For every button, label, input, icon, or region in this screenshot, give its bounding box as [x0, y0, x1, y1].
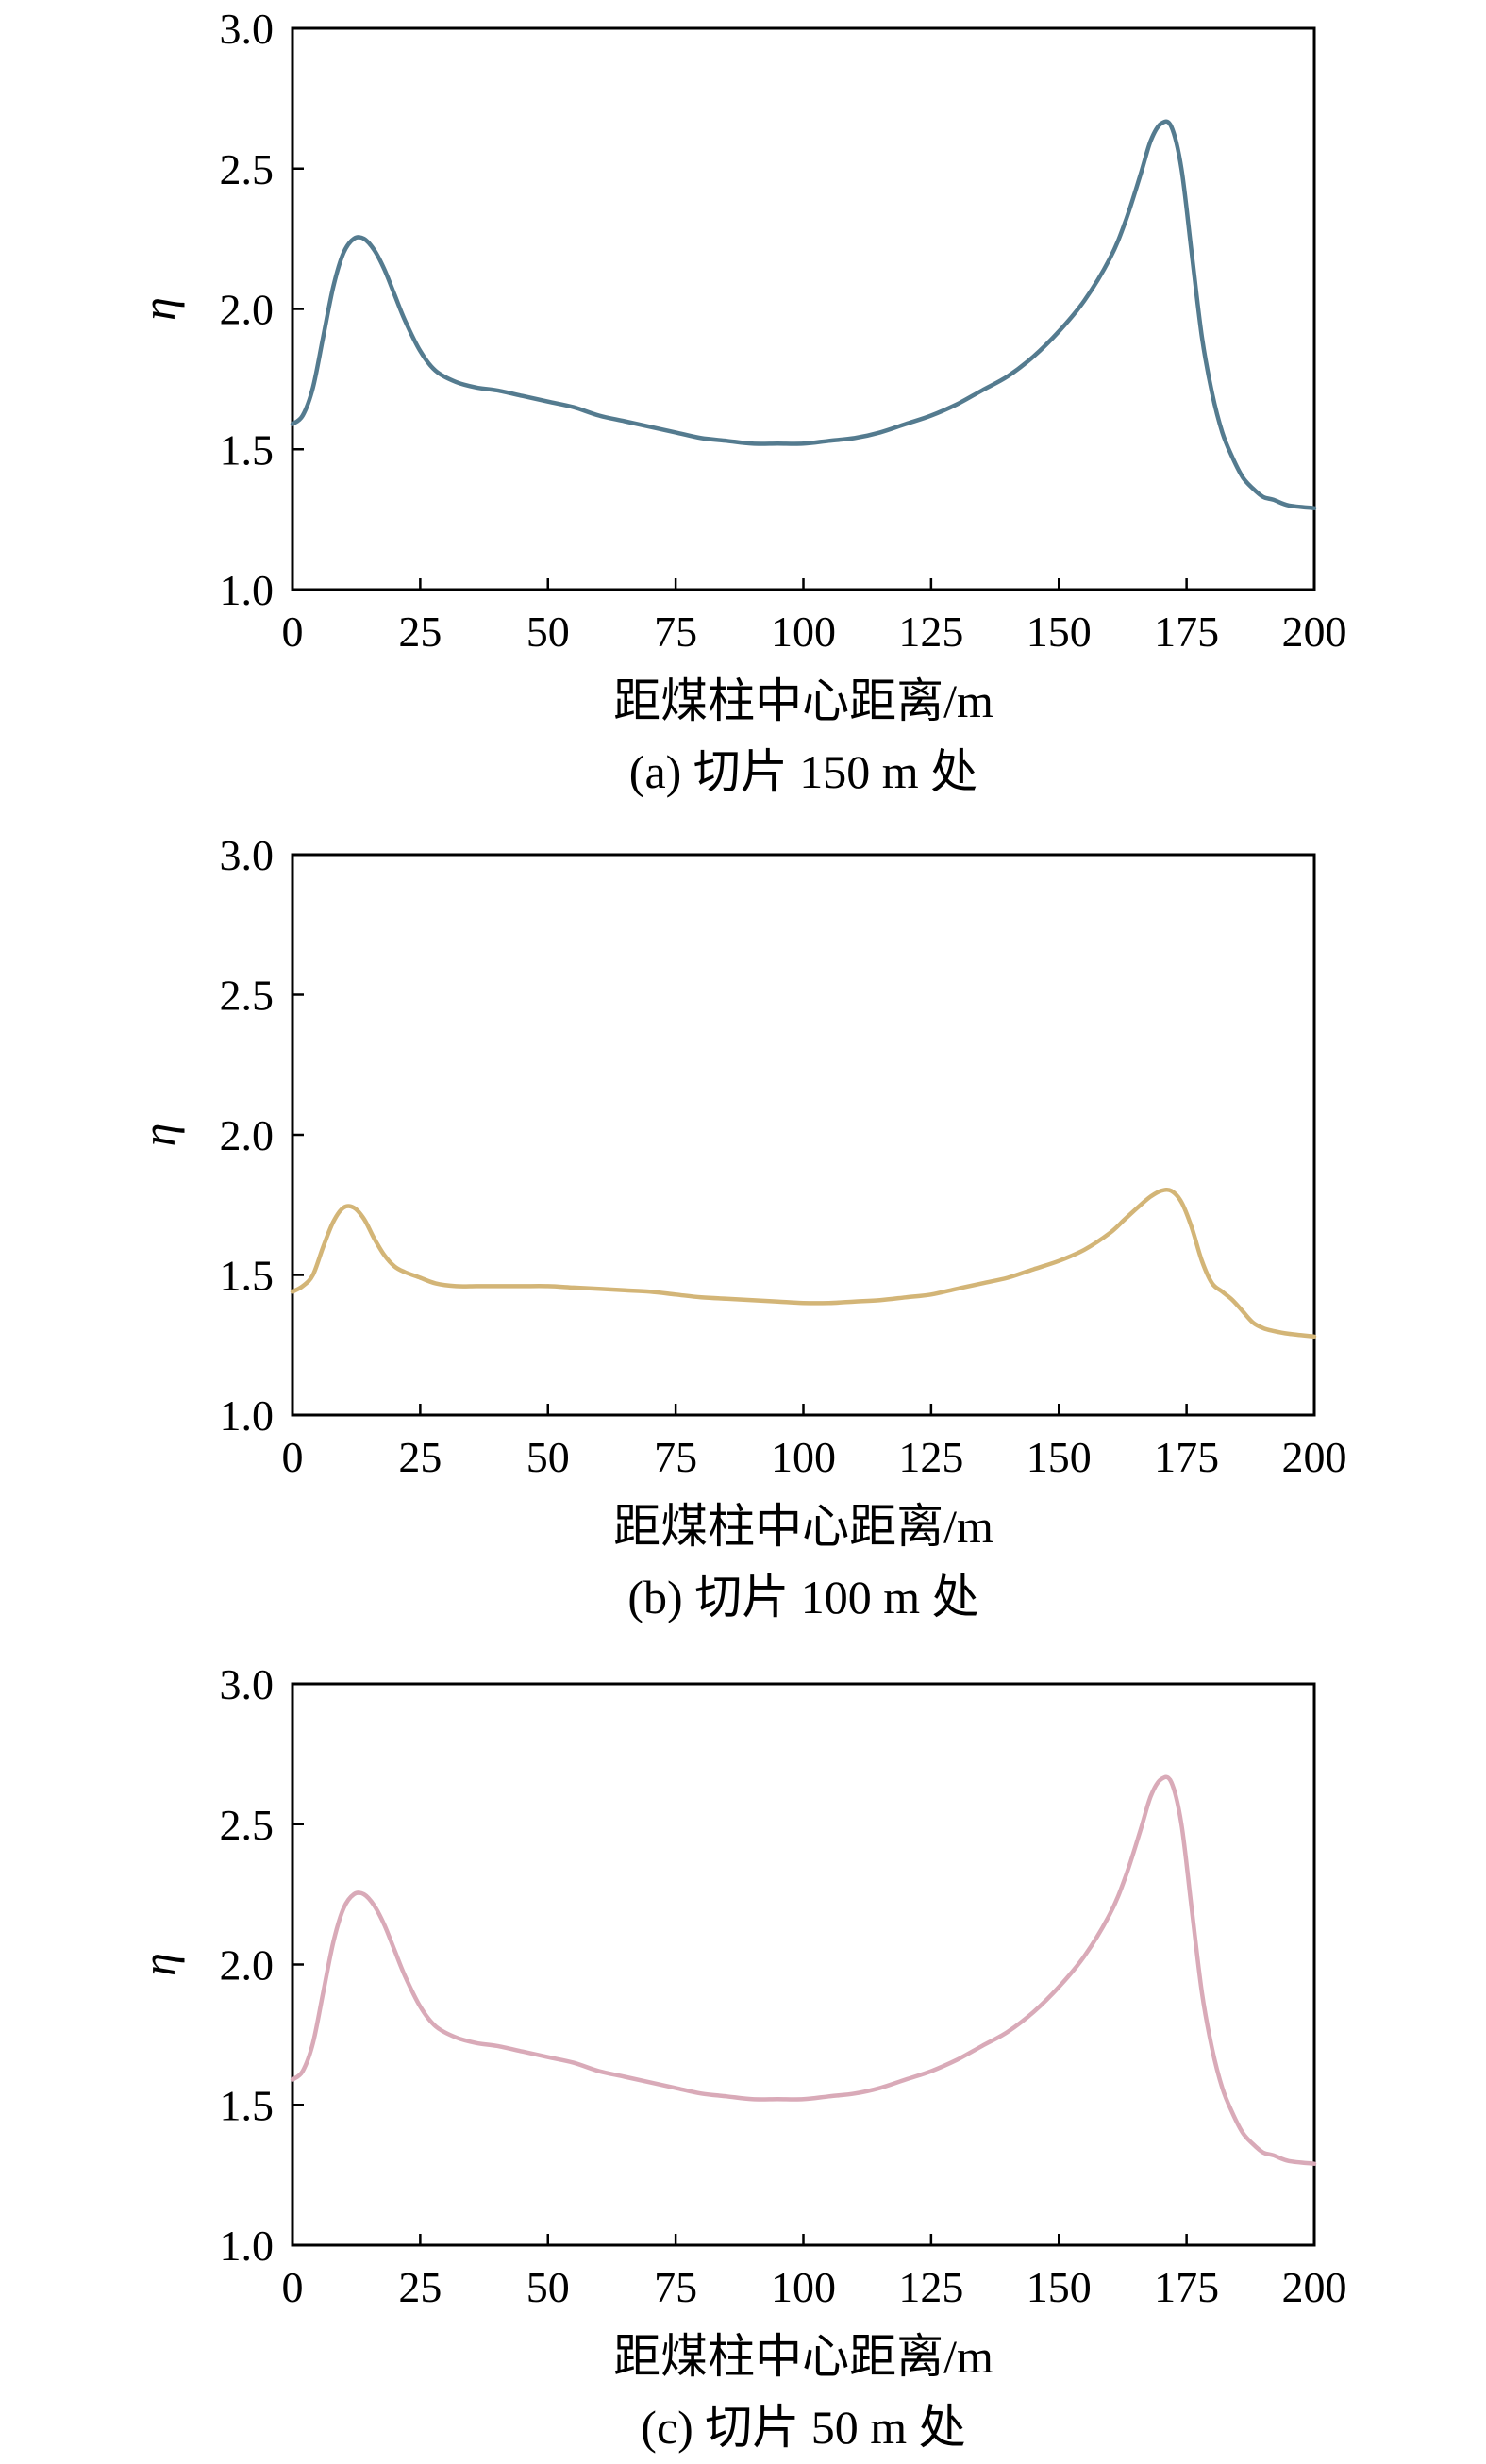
- x-tick-label: 200: [1282, 2263, 1347, 2311]
- x-tick-label: 125: [898, 2263, 963, 2311]
- series-line: [290, 119, 1317, 510]
- y-tick-label: 1.5: [220, 425, 275, 474]
- series-line: [290, 1188, 1317, 1340]
- plot-frame: [291, 26, 1316, 591]
- y-tick-label: 1.0: [220, 1391, 275, 1440]
- panel-caption: (b) 切片 100 m 处: [627, 1571, 978, 1623]
- y-axis-label: η: [132, 1953, 185, 1976]
- x-tick-label: 0: [282, 2263, 304, 2311]
- x-tick-label: 150: [1027, 608, 1092, 656]
- x-tick-label: 175: [1154, 1433, 1219, 1481]
- plot-frame: [291, 1682, 1316, 2247]
- x-tick-label: 0: [282, 1433, 304, 1481]
- x-axis-label: 距煤柱中心距离/m: [613, 1500, 993, 1553]
- y-tick-label: 1.5: [220, 2081, 275, 2129]
- x-tick-label: 100: [771, 2263, 836, 2311]
- y-tick-label: 1.0: [220, 566, 275, 614]
- x-tick-label: 75: [654, 2263, 697, 2311]
- y-tick-label: 2.0: [220, 1941, 275, 1990]
- x-tick-label: 125: [898, 608, 963, 656]
- series-line: [290, 1774, 1317, 2166]
- x-tick-label: 175: [1154, 2263, 1219, 2311]
- y-tick-label: 2.5: [220, 972, 275, 1020]
- x-tick-label: 125: [898, 1433, 963, 1481]
- y-tick-label: 1.0: [220, 2222, 275, 2270]
- x-tick-label: 50: [526, 1433, 570, 1481]
- panel-caption: (c) 切片 50 m 处: [641, 2401, 965, 2454]
- x-axis-label: 距煤柱中心距离/m: [613, 2330, 993, 2383]
- x-tick-label: 150: [1027, 1433, 1092, 1481]
- y-axis-label: η: [132, 297, 185, 321]
- x-tick-label: 200: [1282, 608, 1347, 656]
- x-tick-label: 75: [654, 1433, 697, 1481]
- x-tick-label: 75: [654, 608, 697, 656]
- y-tick-label: 1.5: [220, 1252, 275, 1300]
- chart-panel-0: 0 25 50 75 100 125 150 175 200 1.0 1.5 2.0 2.5 3.0 η 距煤…: [132, 5, 1347, 798]
- x-tick-label: 100: [771, 608, 836, 656]
- x-tick-label: 25: [398, 608, 442, 656]
- panel-caption: (a) 切片 150 m 处: [629, 745, 977, 798]
- x-tick-label: 175: [1154, 608, 1219, 656]
- x-tick-label: 150: [1027, 2263, 1092, 2311]
- x-tick-label: 25: [398, 2263, 442, 2311]
- x-tick-label: 50: [526, 608, 570, 656]
- x-axis-label: 距煤柱中心距离/m: [613, 674, 993, 727]
- y-tick-label: 2.5: [220, 1801, 275, 1849]
- x-tick-label: 0: [282, 608, 304, 656]
- y-tick-label: 2.0: [220, 286, 275, 334]
- x-tick-label: 25: [398, 1433, 442, 1481]
- x-tick-label: 200: [1282, 1433, 1347, 1481]
- y-axis-label: η: [132, 1124, 185, 1147]
- y-tick-label: 3.0: [220, 831, 275, 879]
- chart-panel-2: 0 25 50 75 100 125 150 175 200 1.0 1.5 2.0 2.5 3.0 η 距煤…: [132, 1660, 1347, 2454]
- x-tick-label: 100: [771, 1433, 836, 1481]
- y-tick-label: 2.0: [220, 1111, 275, 1159]
- chart-panel-1: 0 25 50 75 100 125 150 175 200 1.0 1.5 2.0 2.5 3.0 η 距煤…: [132, 831, 1347, 1623]
- plot-frame: [291, 853, 1316, 1417]
- y-tick-label: 3.0: [220, 1660, 275, 1708]
- y-tick-label: 2.5: [220, 145, 275, 193]
- y-tick-label: 3.0: [220, 5, 275, 53]
- x-tick-label: 50: [526, 2263, 570, 2311]
